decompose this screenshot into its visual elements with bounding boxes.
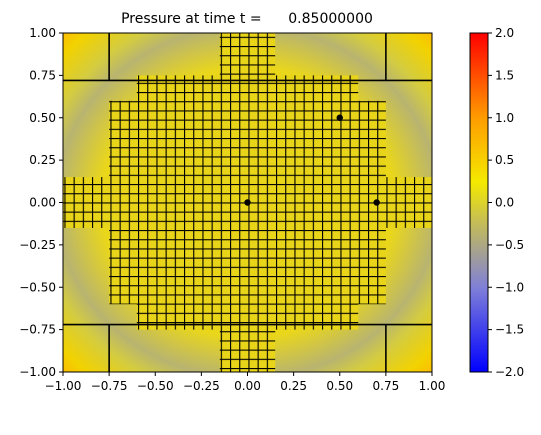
colorbar (469, 32, 489, 373)
colorbar-tick-label: −1.0 (495, 280, 524, 294)
colorbar-tick-label: −2.0 (495, 365, 524, 379)
chart-title: Pressure at time t = 0.85000000 (121, 11, 373, 27)
y-tick-label: −0.50 (19, 280, 56, 294)
marker-point (336, 114, 343, 121)
x-tick-label: 0.00 (234, 379, 261, 393)
plot-area (63, 33, 432, 372)
y-tick-label: 0.00 (29, 196, 56, 210)
marker-point (373, 199, 380, 206)
colorbar-tick-label: −0.5 (495, 238, 524, 252)
colorbar-tick-label: 0.0 (495, 196, 514, 210)
x-tick-label: −0.50 (137, 379, 174, 393)
x-tick-label: −0.75 (91, 379, 128, 393)
x-tick-label: 0.50 (326, 379, 353, 393)
x-axis: −1.00 −0.75 −0.50 −0.25 0.00 0.25 0.50 0.75 1.00 (45, 372, 446, 393)
colorbar-tick-label: 2.0 (495, 26, 514, 40)
y-tick-label: 0.25 (29, 153, 56, 167)
y-tick-label: 1.00 (29, 26, 56, 40)
x-tick-label: 0.75 (373, 379, 400, 393)
marker-point (244, 199, 251, 206)
colorbar-axis: 2.0 1.5 1.0 0.5 0.0 −0.5 −1.0 −1.5 −2.0 (488, 26, 524, 379)
x-tick-label: 1.00 (419, 379, 446, 393)
y-tick-label: 0.50 (29, 111, 56, 125)
colorbar-tick-label: 1.0 (495, 111, 514, 125)
colorbar-tick-label: 1.5 (495, 68, 514, 82)
x-tick-label: −0.25 (183, 379, 220, 393)
colorbar-tick-label: 0.5 (495, 153, 514, 167)
x-tick-label: 0.25 (280, 379, 307, 393)
y-axis: 1.00 0.75 0.50 0.25 0.00 −0.25 −0.50 −0.75 −1.00 (19, 26, 63, 379)
y-tick-label: −0.25 (19, 238, 56, 252)
x-tick-label: −1.00 (45, 379, 82, 393)
colorbar-tick-label: −1.5 (495, 323, 524, 337)
y-tick-label: −1.00 (19, 365, 56, 379)
y-tick-label: −0.75 (19, 323, 56, 337)
y-tick-label: 0.75 (29, 68, 56, 82)
